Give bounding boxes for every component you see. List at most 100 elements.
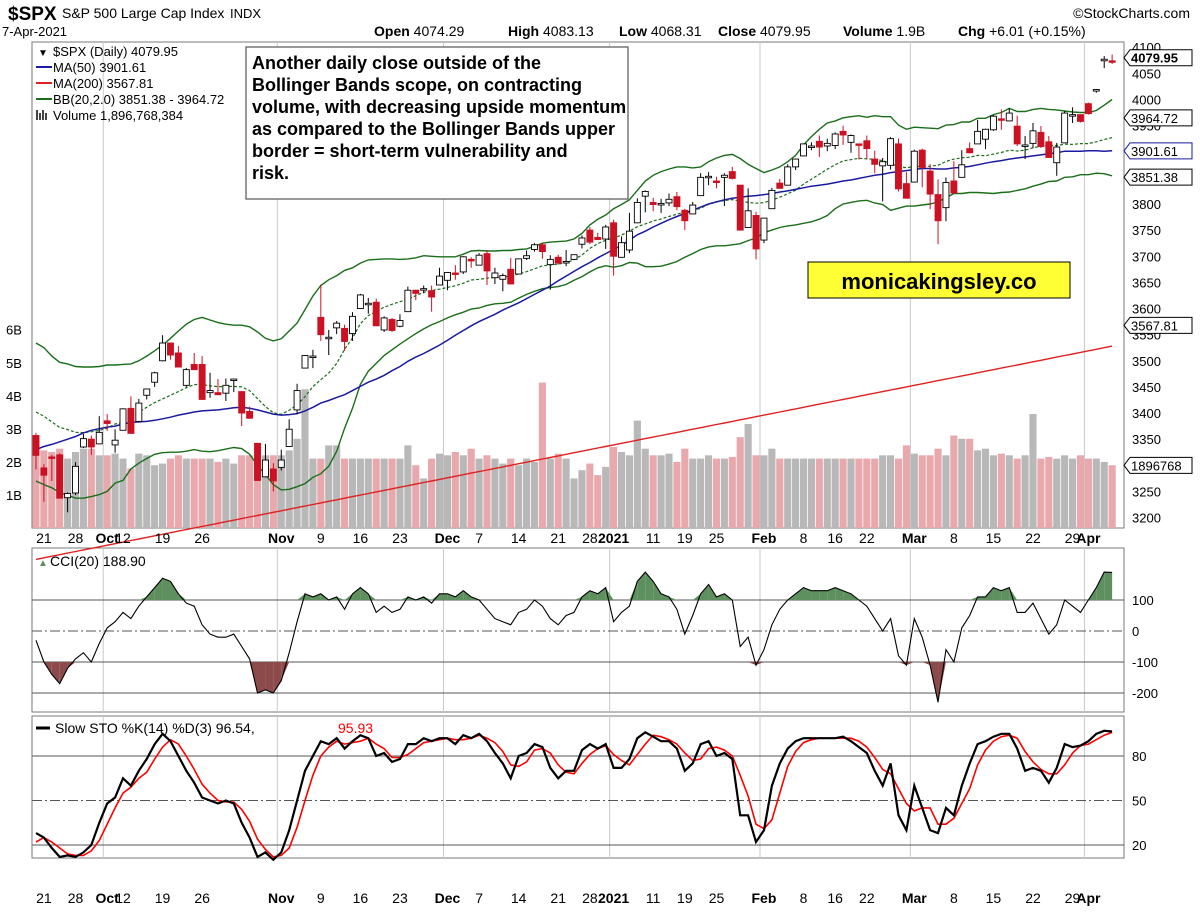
candle-body xyxy=(356,294,364,309)
candle-body xyxy=(879,161,887,167)
cci-fill xyxy=(716,593,725,600)
volume-bar xyxy=(776,458,784,528)
sto-label: Slow STO %K(14) %D(3) 96.54, xyxy=(55,720,255,736)
x-axis-label: 11 xyxy=(646,530,661,546)
candle-body xyxy=(333,322,341,329)
volume-bar xyxy=(174,455,182,528)
cci-fill xyxy=(170,581,179,600)
x-axis-label: 8 xyxy=(800,890,808,906)
cci-fill xyxy=(59,662,68,684)
volume-bar xyxy=(483,455,491,528)
x-axis-label: 8 xyxy=(950,890,958,906)
volume-tick-label: 4B xyxy=(6,389,22,404)
volume-bar xyxy=(356,458,364,528)
value-badge-text: 4079.95 xyxy=(1131,51,1178,66)
cci-fill xyxy=(597,587,606,600)
candle-body xyxy=(238,391,246,414)
volume-tick-label: 6B xyxy=(6,323,22,338)
quote-item: Volume 1.9B xyxy=(843,23,925,39)
cci-tick-label: 100 xyxy=(1132,593,1154,608)
volume-bar xyxy=(538,382,546,528)
candle-body xyxy=(807,145,815,148)
candle-body xyxy=(958,164,966,178)
cci-marker-icon: ▲ xyxy=(38,558,48,569)
volume-legend-icon xyxy=(42,110,44,120)
candle-body xyxy=(301,355,309,369)
value-badge-text: 1896768 xyxy=(1131,458,1182,473)
volume-bar xyxy=(301,389,309,528)
sto-tick-label: 80 xyxy=(1132,749,1146,764)
candle-body xyxy=(143,388,151,396)
volume-bar xyxy=(499,463,507,528)
volume-bar xyxy=(95,455,103,528)
x-axis-label: 16 xyxy=(827,890,843,906)
x-axis-label: 19 xyxy=(677,530,693,546)
volume-bar xyxy=(705,455,713,528)
cci-fill xyxy=(835,587,844,600)
price-tick-label: 3650 xyxy=(1132,275,1161,290)
candle-body xyxy=(641,191,649,197)
candle-body xyxy=(863,140,871,150)
candle-body xyxy=(887,138,895,166)
x-axis-label: 21 xyxy=(550,530,566,546)
volume-bar xyxy=(879,455,887,528)
candle-body xyxy=(87,438,95,448)
x-axis-label: 26 xyxy=(194,890,210,906)
value-badge xyxy=(1123,168,1193,186)
candle-body xyxy=(72,465,79,494)
candle-body xyxy=(752,215,760,250)
volume-bar xyxy=(230,463,238,528)
candle-body xyxy=(989,115,997,131)
volume-bar xyxy=(760,455,768,528)
volume-bar xyxy=(491,458,499,528)
cci-fill xyxy=(67,662,76,669)
volume-bar xyxy=(578,470,586,528)
volume-bar xyxy=(720,458,728,528)
volume-bar xyxy=(871,458,879,528)
legend-entry: Volume 1,896,768,384 xyxy=(53,108,183,123)
cci-fill xyxy=(645,572,654,600)
candle-body xyxy=(40,467,48,476)
candle-body xyxy=(855,143,863,146)
candle-body xyxy=(341,327,349,342)
volume-bar xyxy=(333,445,341,528)
cci-fill xyxy=(653,581,662,600)
annotation-box xyxy=(245,46,629,200)
volume-bar xyxy=(166,458,175,528)
candle-body xyxy=(815,140,823,148)
cci-fill xyxy=(439,593,448,600)
candle-body xyxy=(768,189,776,210)
volume-bar xyxy=(649,455,657,528)
candle-body xyxy=(657,203,665,206)
volume-bar xyxy=(420,478,428,528)
volume-bar xyxy=(728,456,736,528)
price-tick-label: 3700 xyxy=(1132,249,1161,264)
volume-bar xyxy=(388,458,396,528)
legend-entry: MA(50) 3901.61 xyxy=(53,60,146,75)
price-tick-label: 3250 xyxy=(1132,484,1161,499)
candle-body xyxy=(167,342,174,356)
quote-value: 4083.13 xyxy=(543,23,594,39)
candle-body xyxy=(625,230,633,251)
quote-item: Chg +6.01 (+0.15%) xyxy=(958,23,1086,39)
cci-fill xyxy=(273,662,282,693)
volume-bar xyxy=(341,458,349,528)
candle-body xyxy=(997,118,1005,121)
volume-bar xyxy=(894,458,903,528)
candle-body xyxy=(1021,144,1029,147)
volume-bar xyxy=(1069,458,1077,528)
x-axis-label: Mar xyxy=(902,530,927,546)
candle-body xyxy=(261,459,269,478)
candle-body xyxy=(910,150,918,183)
sto-label-d: 95.93 xyxy=(338,720,373,736)
cci-fill xyxy=(1009,587,1018,600)
volume-bar xyxy=(799,458,808,528)
candle-body xyxy=(222,384,230,394)
volume-bar xyxy=(317,458,325,528)
volume-bar xyxy=(372,458,380,528)
candle-body xyxy=(665,198,673,204)
cci-fill xyxy=(637,572,646,600)
volume-bar xyxy=(127,468,135,528)
volume-bar xyxy=(380,458,388,528)
quote-value: 1.9B xyxy=(896,23,925,39)
